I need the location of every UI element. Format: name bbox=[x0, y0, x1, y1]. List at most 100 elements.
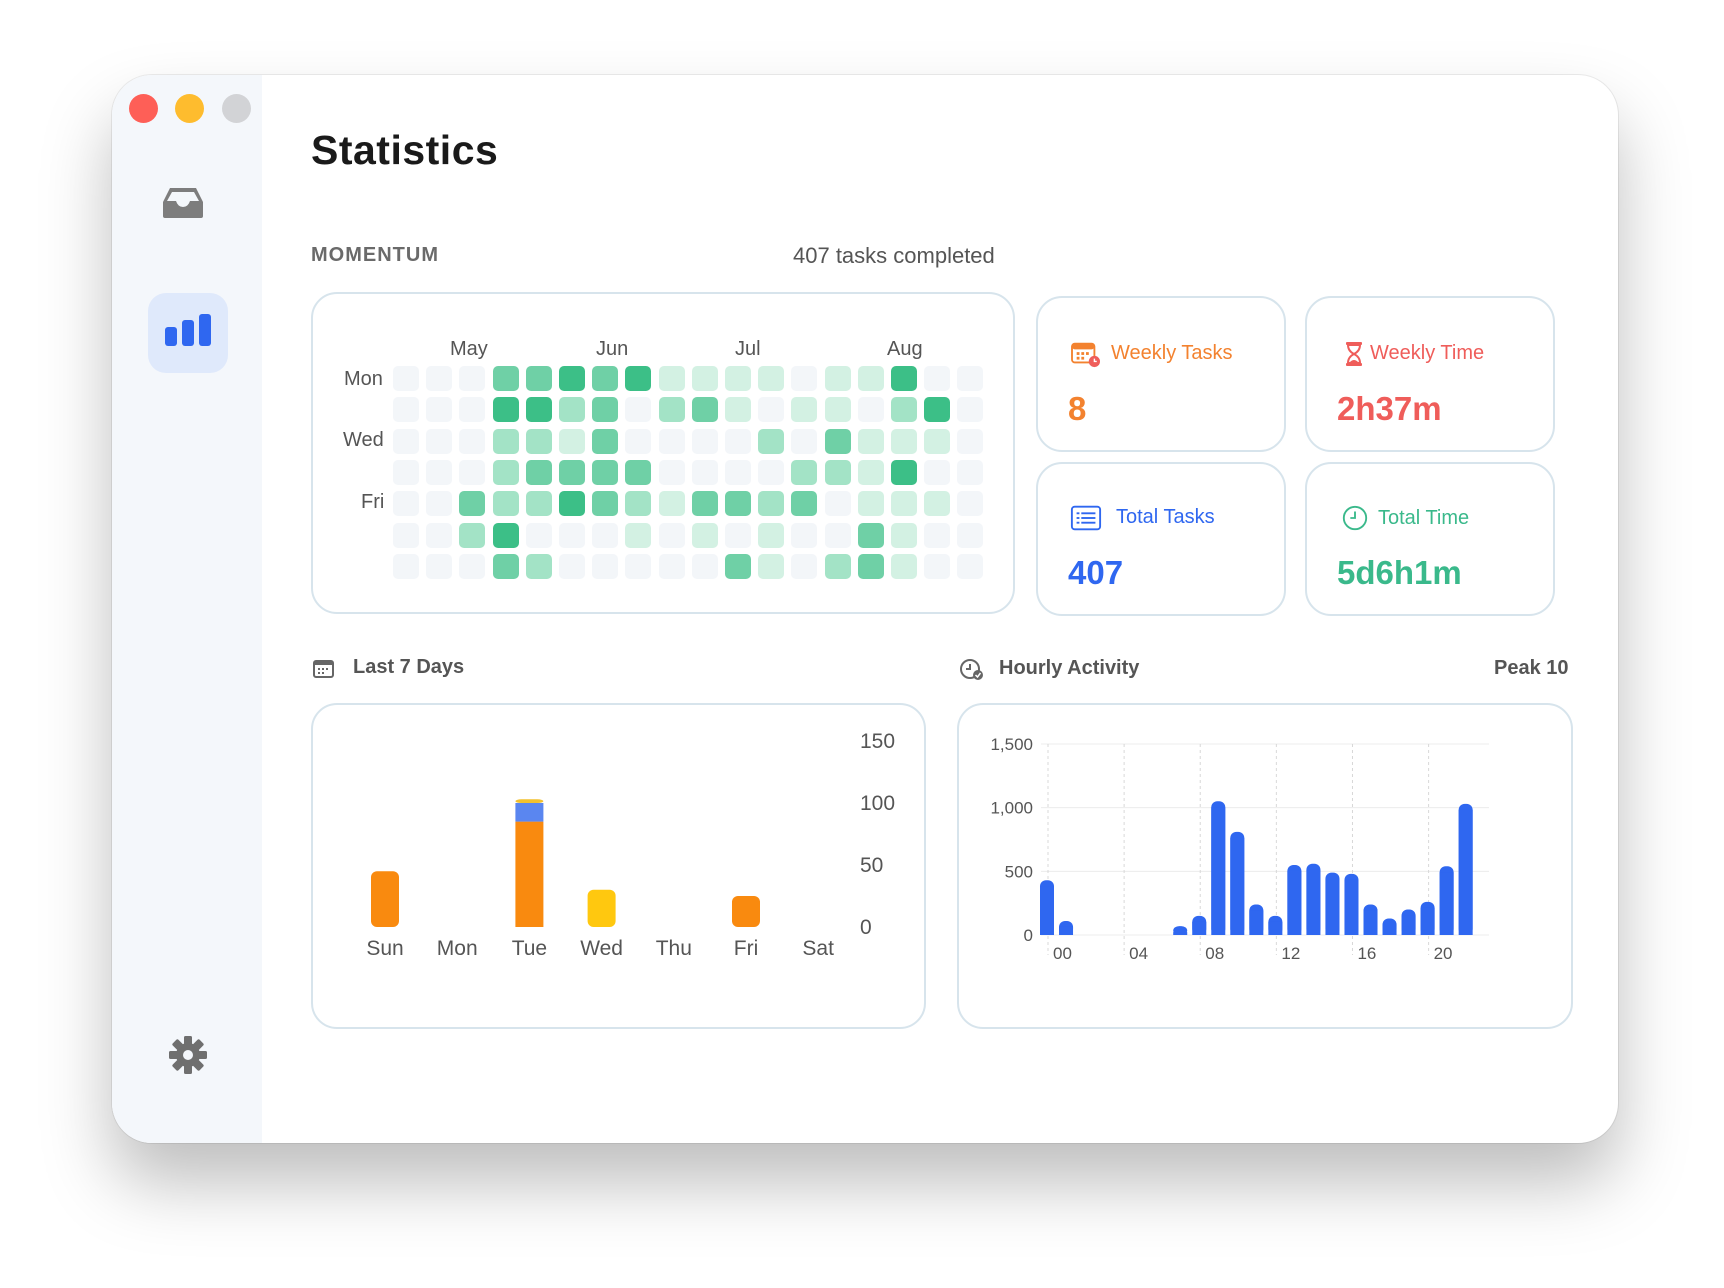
heatmap-cell[interactable] bbox=[393, 428, 419, 454]
heatmap-cell[interactable] bbox=[924, 366, 951, 391]
heatmap-cell[interactable] bbox=[691, 459, 718, 485]
heatmap-cell[interactable] bbox=[525, 491, 552, 517]
heatmap-cell[interactable] bbox=[824, 428, 851, 454]
heatmap-cell[interactable] bbox=[625, 491, 652, 517]
heatmap-cell[interactable] bbox=[924, 522, 951, 548]
heatmap-cell[interactable] bbox=[625, 366, 652, 391]
heatmap-cell[interactable] bbox=[891, 366, 917, 391]
heatmap-cell[interactable] bbox=[559, 522, 585, 548]
heatmap-cell[interactable] bbox=[758, 428, 785, 454]
heatmap-cell[interactable] bbox=[658, 428, 685, 454]
heatmap-cell[interactable] bbox=[592, 522, 619, 548]
heatmap-cell[interactable] bbox=[691, 491, 718, 517]
heatmap-cell[interactable] bbox=[791, 366, 818, 391]
heatmap-cell[interactable] bbox=[691, 522, 718, 548]
heatmap-cell[interactable] bbox=[525, 522, 552, 548]
heatmap-cell[interactable] bbox=[857, 459, 884, 485]
heatmap-cell[interactable] bbox=[957, 491, 984, 517]
sidebar-item-settings[interactable] bbox=[168, 1035, 208, 1075]
heatmap-cell[interactable] bbox=[725, 366, 751, 391]
heatmap-cell[interactable] bbox=[691, 366, 718, 391]
heatmap-cell[interactable] bbox=[824, 553, 851, 579]
heatmap-cell[interactable] bbox=[725, 397, 751, 423]
heatmap-cell[interactable] bbox=[691, 553, 718, 579]
heatmap-cell[interactable] bbox=[957, 522, 984, 548]
heatmap-cell[interactable] bbox=[725, 522, 751, 548]
heatmap-cell[interactable] bbox=[957, 553, 984, 579]
sidebar-item-statistics[interactable] bbox=[148, 293, 228, 373]
heatmap-cell[interactable] bbox=[725, 491, 751, 517]
heatmap-cell[interactable] bbox=[924, 397, 951, 423]
heatmap-cell[interactable] bbox=[559, 397, 585, 423]
heatmap-cell[interactable] bbox=[658, 397, 685, 423]
heatmap-cell[interactable] bbox=[957, 459, 984, 485]
heatmap-cell[interactable] bbox=[625, 459, 652, 485]
heatmap-cell[interactable] bbox=[426, 428, 453, 454]
bar[interactable] bbox=[587, 889, 616, 927]
bar[interactable] bbox=[371, 871, 399, 927]
heatmap-cell[interactable] bbox=[857, 522, 884, 548]
heatmap-cell[interactable] bbox=[459, 428, 486, 454]
heatmap-cell[interactable] bbox=[691, 428, 718, 454]
close-window-button[interactable] bbox=[129, 94, 158, 123]
heatmap-cell[interactable] bbox=[492, 366, 519, 391]
heatmap-cell[interactable] bbox=[857, 491, 884, 517]
heatmap-cell[interactable] bbox=[625, 397, 652, 423]
heatmap-cell[interactable] bbox=[393, 522, 419, 548]
heatmap-cell[interactable] bbox=[426, 459, 453, 485]
heatmap-cell[interactable] bbox=[758, 522, 785, 548]
heatmap-cell[interactable] bbox=[758, 553, 785, 579]
heatmap-cell[interactable] bbox=[426, 522, 453, 548]
heatmap-cell[interactable] bbox=[393, 491, 419, 517]
heatmap-cell[interactable] bbox=[758, 397, 785, 423]
heatmap-cell[interactable] bbox=[525, 366, 552, 391]
heatmap-cell[interactable] bbox=[725, 553, 751, 579]
heatmap-cell[interactable] bbox=[758, 491, 785, 517]
heatmap-cell[interactable] bbox=[393, 397, 419, 423]
heatmap-cell[interactable] bbox=[459, 397, 486, 423]
heatmap-cell[interactable] bbox=[658, 491, 685, 517]
heatmap-cell[interactable] bbox=[393, 459, 419, 485]
heatmap-cell[interactable] bbox=[791, 428, 818, 454]
heatmap-cell[interactable] bbox=[824, 397, 851, 423]
heatmap-cell[interactable] bbox=[559, 553, 585, 579]
heatmap-cell[interactable] bbox=[559, 459, 585, 485]
heatmap-cell[interactable] bbox=[857, 366, 884, 391]
heatmap-cell[interactable] bbox=[924, 428, 951, 454]
heatmap-cell[interactable] bbox=[459, 522, 486, 548]
heatmap-cell[interactable] bbox=[393, 553, 419, 579]
heatmap-cell[interactable] bbox=[525, 553, 552, 579]
heatmap-cell[interactable] bbox=[824, 491, 851, 517]
heatmap-cell[interactable] bbox=[459, 491, 486, 517]
heatmap-cell[interactable] bbox=[891, 491, 917, 517]
heatmap-cell[interactable] bbox=[725, 428, 751, 454]
heatmap-cell[interactable] bbox=[857, 397, 884, 423]
heatmap-cell[interactable] bbox=[924, 459, 951, 485]
heatmap-cell[interactable] bbox=[791, 553, 818, 579]
heatmap-cell[interactable] bbox=[592, 397, 619, 423]
heatmap-cell[interactable] bbox=[625, 553, 652, 579]
heatmap-cell[interactable] bbox=[924, 553, 951, 579]
heatmap-cell[interactable] bbox=[525, 428, 552, 454]
heatmap-cell[interactable] bbox=[791, 491, 818, 517]
heatmap-cell[interactable] bbox=[791, 522, 818, 548]
heatmap-cell[interactable] bbox=[459, 553, 486, 579]
heatmap-cell[interactable] bbox=[891, 397, 917, 423]
heatmap-cell[interactable] bbox=[891, 522, 917, 548]
heatmap-cell[interactable] bbox=[758, 459, 785, 485]
heatmap-cell[interactable] bbox=[525, 459, 552, 485]
heatmap-cell[interactable] bbox=[426, 397, 453, 423]
bar[interactable] bbox=[515, 803, 544, 822]
heatmap-cell[interactable] bbox=[459, 366, 486, 391]
heatmap-cell[interactable] bbox=[592, 428, 619, 454]
heatmap-cell[interactable] bbox=[891, 459, 917, 485]
heatmap-cell[interactable] bbox=[559, 491, 585, 517]
heatmap-cell[interactable] bbox=[459, 459, 486, 485]
bar[interactable] bbox=[515, 799, 544, 803]
heatmap-cell[interactable] bbox=[658, 366, 685, 391]
heatmap-cell[interactable] bbox=[426, 491, 453, 517]
heatmap-cell[interactable] bbox=[559, 428, 585, 454]
heatmap-cell[interactable] bbox=[492, 428, 519, 454]
heatmap-cell[interactable] bbox=[625, 428, 652, 454]
heatmap-cell[interactable] bbox=[658, 553, 685, 579]
